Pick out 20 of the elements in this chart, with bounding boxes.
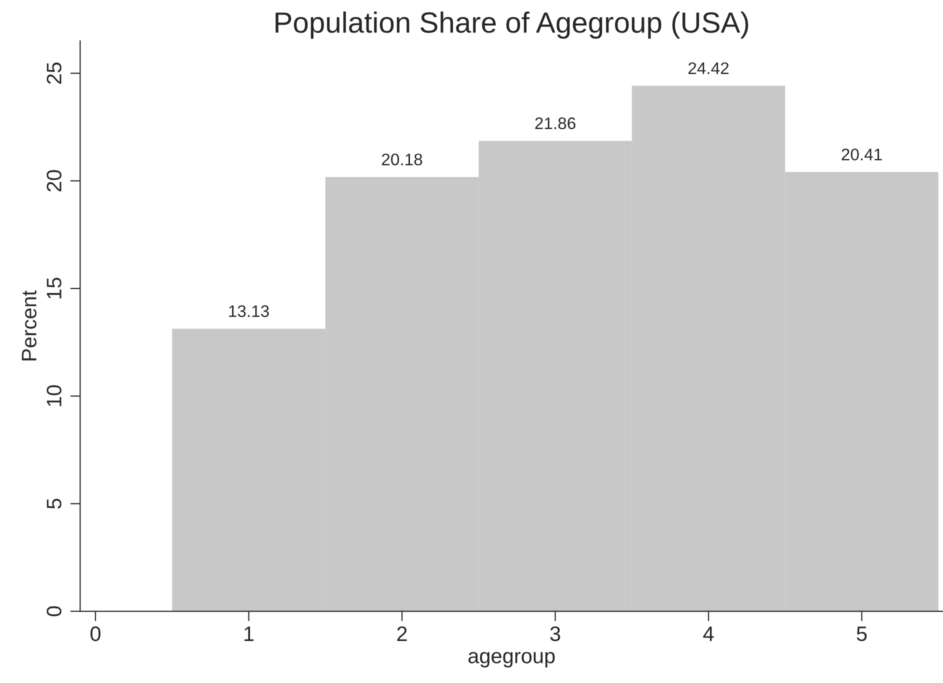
x-tick-label: 3: [550, 626, 560, 642]
x-axis-title: agegroup: [468, 652, 555, 668]
x-tick-label: 1: [244, 626, 254, 641]
x-tick-label: 4: [703, 626, 714, 641]
data-label: 21.86: [535, 117, 576, 130]
x-tick-label: 5: [856, 626, 867, 642]
y-tick-label: 10: [46, 385, 62, 406]
y-tick-label: 25: [46, 62, 62, 84]
y-tick-label: 5: [46, 498, 62, 509]
data-label: 20.18: [382, 154, 422, 166]
data-label: 20.41: [842, 148, 882, 160]
data-label: 13.13: [229, 305, 269, 318]
y-axis-title: Percent: [22, 290, 36, 360]
x-tick-label: 2: [397, 626, 407, 641]
chart-title: Population Share of Agegroup (USA): [276, 12, 748, 39]
y-tick-label: 20: [46, 170, 62, 192]
y-tick-label: 15: [46, 278, 62, 298]
x-tick-label: 0: [90, 626, 100, 642]
y-tick-label: 0: [46, 606, 62, 616]
data-label: 24.42: [688, 62, 729, 74]
